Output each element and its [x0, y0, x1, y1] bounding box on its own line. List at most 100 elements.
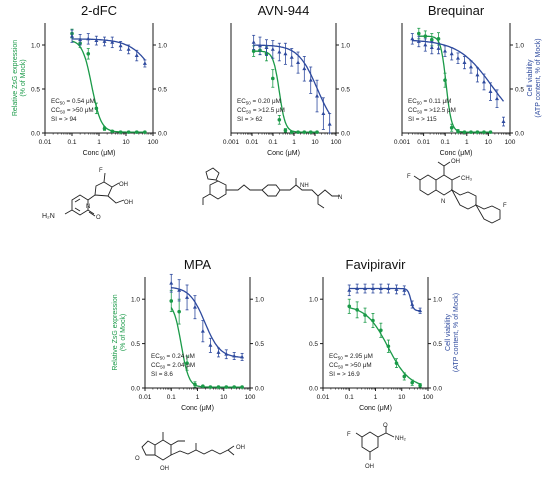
x-axis-label: Conc (μM)	[440, 150, 473, 157]
data-point-green	[371, 318, 375, 323]
structure-favipiravir-label-nh2: NH₂	[395, 436, 407, 442]
panel-4: MPA 0.01 0.1 1 10 100 Conc (μM) 0.0 0.0 0.5 0.5 1.0…	[112, 257, 264, 412]
y-axis-label-right: (ATP content, % of Mock)	[535, 38, 542, 117]
structure-brequinar-label-n: N	[441, 199, 445, 205]
data-point-green	[251, 49, 256, 53]
data-point-green	[315, 130, 319, 134]
data-point-blue	[251, 40, 256, 44]
data-point-blue	[302, 66, 307, 71]
structure-2-dfc-label-o: O	[96, 215, 101, 221]
structure-favipiravir-label-oh: OH	[365, 464, 374, 470]
annotation-si: SI = > 94	[51, 116, 77, 123]
y-tick-label-right: 1.0	[158, 42, 167, 49]
y-tick-label-right: 0.0	[515, 130, 524, 137]
y-tick-label-right: 0.5	[341, 86, 350, 93]
data-point-blue	[102, 39, 107, 43]
x-tick-label: 0.01	[246, 139, 259, 146]
y-tick-label-left: 1.0	[31, 42, 40, 49]
fit-curve-blue	[71, 38, 146, 61]
fit-curve-blue	[171, 286, 243, 358]
data-point-blue	[240, 354, 245, 359]
data-point-green	[271, 76, 275, 81]
x-tick-label: 10	[220, 394, 228, 401]
y-axis-label-left: Relative ZsG expression	[112, 294, 119, 370]
data-point-blue	[494, 96, 499, 101]
data-point-blue	[462, 60, 467, 64]
data-point-blue	[355, 286, 360, 290]
annotation-ec50: EC50 = 2.95 μM	[329, 353, 373, 361]
y-axis-label-right: (ATP content, % of Mock)	[453, 293, 460, 372]
x-axis-label: Conc (μM)	[181, 405, 214, 412]
y-tick-label-right: 0.0	[255, 385, 264, 392]
annotation-cc50: CC50 = 2.04 μM	[151, 362, 195, 370]
x-tick-label: 0.001	[394, 139, 411, 146]
x-tick-label: 100	[505, 139, 516, 146]
data-point-blue	[423, 42, 428, 47]
data-point-green	[118, 130, 123, 134]
y-tick-label-left: 0.0	[131, 385, 140, 392]
data-point-green	[302, 130, 307, 134]
structure-avn-944-label-nh: NH	[300, 183, 309, 189]
annotation-ec50: EC50 = 0.20 μM	[237, 98, 281, 106]
y-tick-label-right: 0.5	[255, 341, 264, 348]
y-axis-label-left: (% of Mock)	[120, 314, 127, 351]
annotation-cc50: CC50 = >12.5 μM	[408, 107, 456, 115]
structure-brequinar-label-f2: F	[503, 203, 507, 209]
annotation-si: SI = > 16.9	[329, 371, 360, 378]
x-tick-label: 10	[311, 139, 319, 146]
chart-title: 2-dFC	[81, 3, 117, 18]
structure-brequinar	[413, 161, 501, 224]
data-point-blue	[443, 48, 448, 53]
x-tick-label: 10	[398, 394, 406, 401]
data-point-blue	[347, 288, 352, 292]
data-point-blue	[402, 288, 407, 292]
annotation-cc50: CC50 = >50 μM	[51, 107, 94, 115]
data-point-green	[289, 130, 294, 134]
data-point-green	[488, 130, 493, 134]
y-tick-label-left: 1.0	[309, 297, 318, 304]
data-point-green	[475, 130, 480, 134]
y-tick-label-left: 0.5	[309, 341, 318, 348]
x-tick-label: 0.1	[345, 394, 354, 401]
x-tick-label: 100	[423, 394, 434, 401]
data-point-green	[232, 385, 236, 389]
data-point-blue	[208, 343, 213, 347]
chart-title: Favipiravir	[346, 257, 407, 272]
x-tick-label: 1	[196, 394, 200, 401]
panel-1: 2-dFC 0.01 0.1 1 10 100 Conc (μM) 0.0 0.0 0.5 0.5 1…	[12, 3, 167, 157]
data-point-blue	[488, 89, 493, 94]
annotation-cc50: CC50 = >50 μM	[329, 362, 372, 370]
y-tick-label-right: 0.5	[515, 86, 524, 93]
y-tick-label-right: 1.0	[515, 42, 524, 49]
y-axis-label-left: (% of Mock)	[20, 59, 27, 96]
structure-brequinar-label-oh: OH	[451, 159, 460, 165]
data-point-blue	[200, 328, 205, 333]
y-axis-label-right: Cell viability	[445, 314, 452, 351]
data-point-green	[394, 361, 399, 365]
data-point-blue	[475, 72, 480, 77]
x-tick-label: 100	[331, 139, 342, 146]
data-point-blue	[321, 111, 326, 116]
y-tick-label-right: 1.0	[341, 42, 350, 49]
data-point-blue	[363, 286, 368, 290]
data-point-blue	[78, 37, 83, 42]
fit-curve-green	[71, 40, 145, 133]
data-point-blue	[185, 295, 190, 299]
structure-avn-944	[202, 167, 340, 209]
data-point-green	[423, 34, 428, 38]
data-point-blue	[308, 78, 313, 82]
x-tick-label: 10	[485, 139, 493, 146]
data-point-green	[177, 309, 181, 314]
chart-title: MPA	[184, 257, 212, 272]
data-point-blue	[429, 45, 434, 50]
x-tick-label: 0.01	[317, 394, 330, 401]
y-tick-label-right: 0.0	[341, 130, 350, 137]
data-point-green	[386, 344, 391, 349]
data-point-blue	[126, 47, 131, 51]
data-point-blue	[94, 38, 99, 42]
y-tick-label-right: 1.0	[255, 297, 264, 304]
fit-curve-green	[170, 307, 243, 388]
data-point-green	[185, 361, 189, 365]
data-point-blue	[436, 46, 441, 50]
x-tick-label: 0.01	[417, 139, 430, 146]
